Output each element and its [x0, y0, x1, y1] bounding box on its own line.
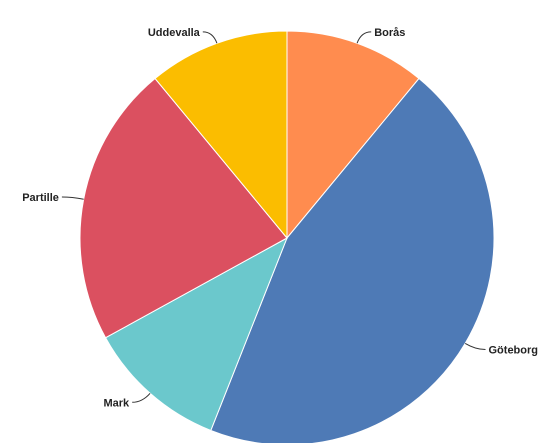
leader-line-uddevalla [202, 31, 218, 44]
leader-line-boras [356, 31, 372, 44]
slice-label-mark: Mark [104, 397, 131, 409]
slice-label-partille: Partille [22, 192, 59, 204]
slice-label-goteborg: Göteborg [489, 345, 539, 357]
pie-slice-goteborg[interactable] [210, 77, 495, 443]
pie-labels: Borås Göteborg Mark Partille Uddevalla [22, 27, 538, 409]
leader-line-partille [61, 196, 84, 200]
pie-slice-uddevalla[interactable] [154, 30, 288, 240]
slice-label-uddevalla: Uddevalla [148, 27, 201, 39]
pie-slices [79, 30, 495, 443]
leader-line-goteborg [464, 342, 486, 350]
pie-slice-boras[interactable] [286, 30, 420, 240]
slice-label-boras: Borås [374, 27, 405, 39]
leader-line-mark [132, 392, 151, 403]
pie-slice-mark[interactable] [104, 236, 288, 432]
